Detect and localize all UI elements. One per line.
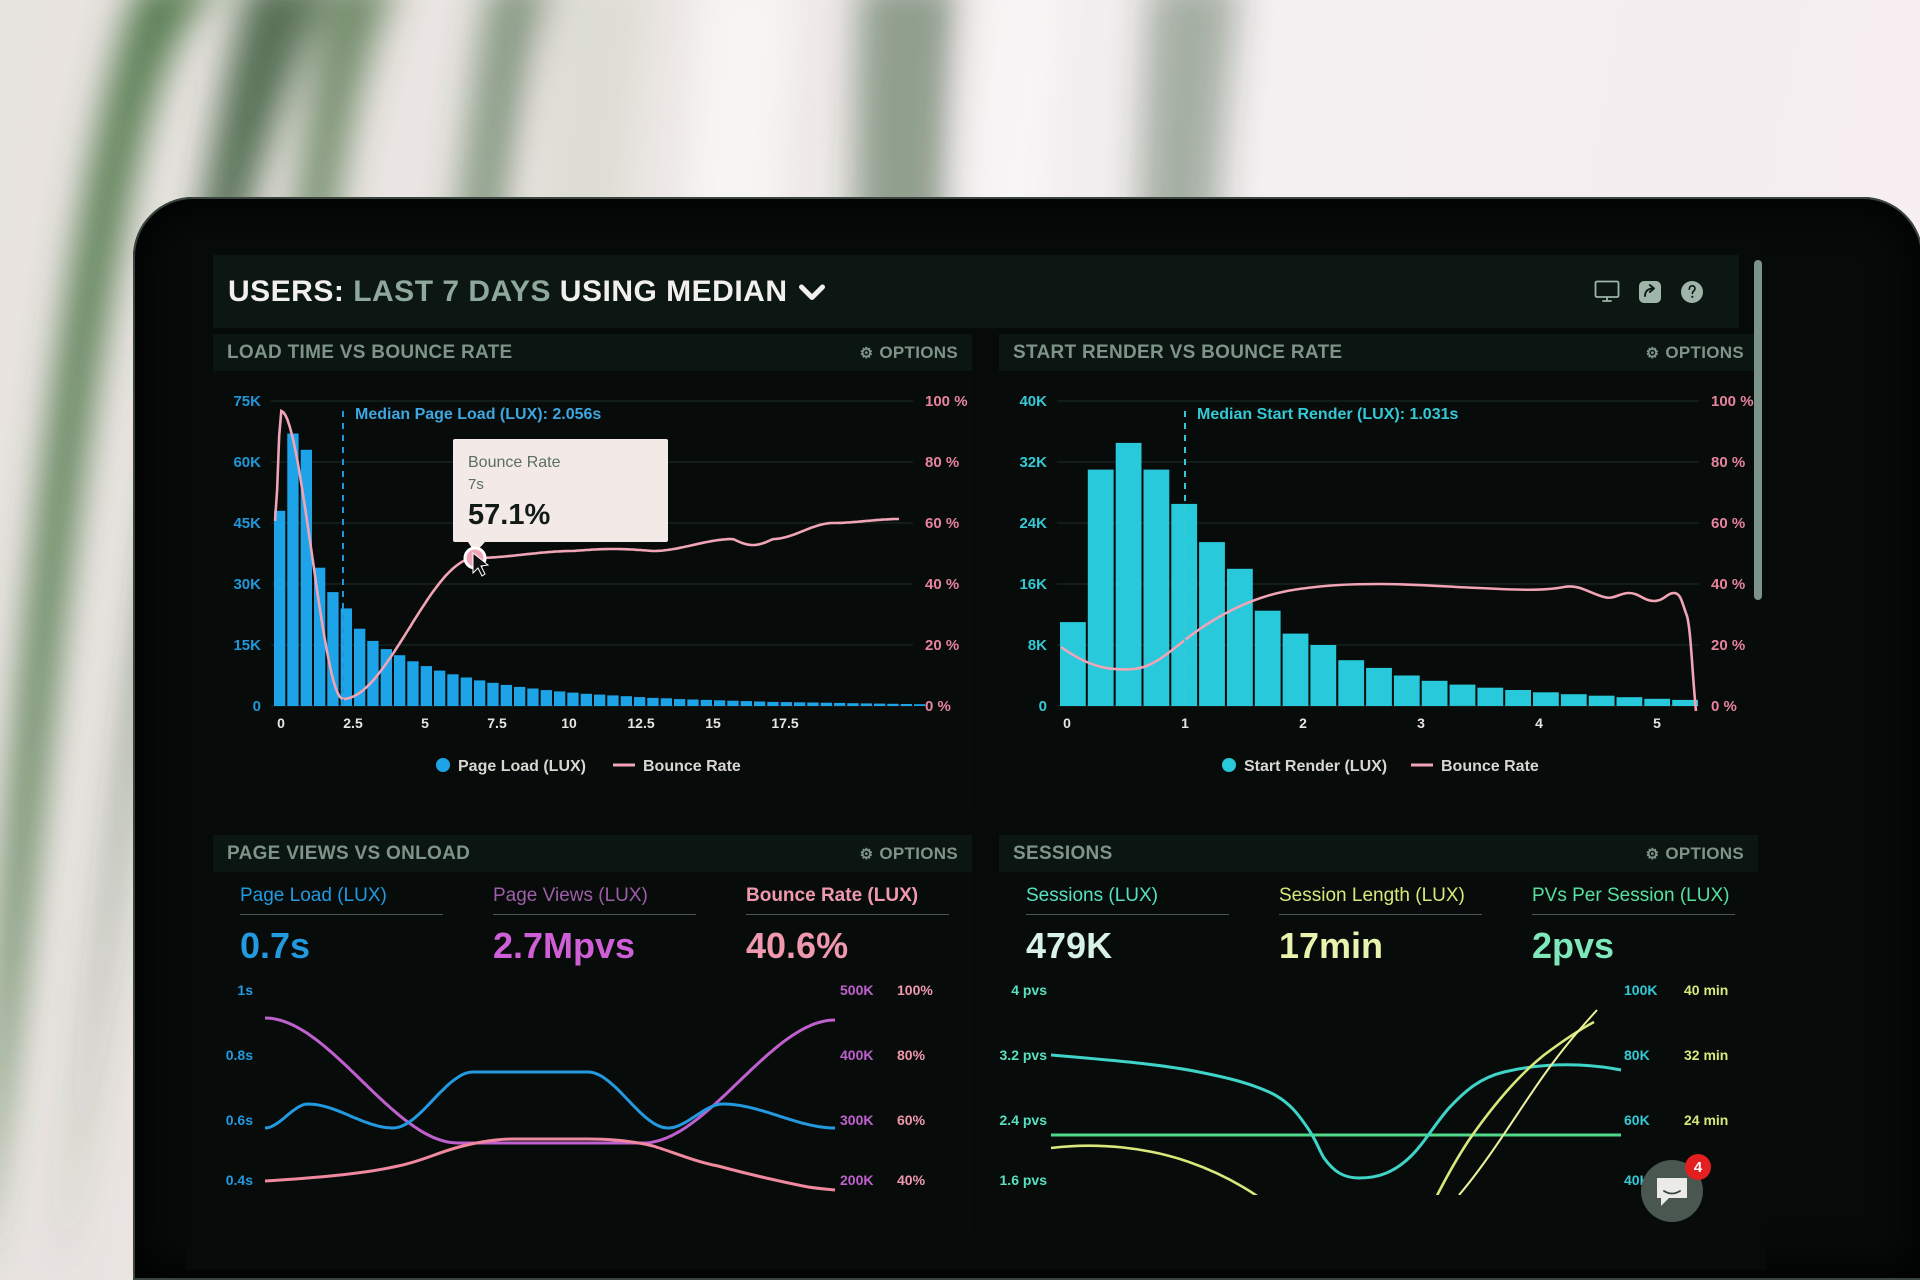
svg-text:20 %: 20 % <box>1711 637 1745 654</box>
svg-text:1: 1 <box>1181 715 1189 731</box>
svg-text:30K: 30K <box>233 576 261 593</box>
svg-text:60K: 60K <box>233 454 261 471</box>
svg-text:60%: 60% <box>897 1112 926 1128</box>
svg-text:80 %: 80 % <box>1711 454 1745 471</box>
svg-text:12.5: 12.5 <box>627 715 654 731</box>
svg-text:0 %: 0 % <box>925 698 951 715</box>
svg-text:24 min: 24 min <box>1684 1112 1728 1128</box>
svg-text:40 %: 40 % <box>1711 576 1745 593</box>
svg-text:100 %: 100 % <box>1711 393 1754 410</box>
svg-text:10: 10 <box>561 715 577 731</box>
svg-text:0.6s: 0.6s <box>226 1112 253 1128</box>
svg-text:100%: 100% <box>897 982 933 998</box>
svg-text:5: 5 <box>1653 715 1661 731</box>
svg-text:2.4 pvs: 2.4 pvs <box>1000 1112 1048 1128</box>
svg-text:8K: 8K <box>1028 637 1047 654</box>
svg-text:20 %: 20 % <box>925 637 959 654</box>
svg-text:80 %: 80 % <box>925 454 959 471</box>
svg-text:7.5: 7.5 <box>487 715 507 731</box>
svg-text:32K: 32K <box>1019 454 1047 471</box>
svg-text:200K: 200K <box>840 1172 873 1188</box>
svg-text:24K: 24K <box>1019 515 1047 532</box>
svg-text:0: 0 <box>253 698 261 715</box>
svg-text:Start Render (LUX): Start Render (LUX) <box>1244 758 1387 775</box>
svg-text:40 %: 40 % <box>925 576 959 593</box>
svg-text:3: 3 <box>1417 715 1425 731</box>
svg-text:0 %: 0 % <box>1711 698 1737 715</box>
svg-text:400K: 400K <box>840 1047 873 1063</box>
svg-text:5: 5 <box>421 715 429 731</box>
svg-text:45K: 45K <box>233 515 261 532</box>
svg-text:500K: 500K <box>840 982 873 998</box>
svg-text:40%: 40% <box>897 1172 926 1188</box>
svg-text:1.6 pvs: 1.6 pvs <box>1000 1172 1048 1188</box>
svg-text:0: 0 <box>1039 698 1047 715</box>
svg-text:40K: 40K <box>1019 393 1047 410</box>
svg-text:15: 15 <box>705 715 721 731</box>
svg-text:0.8s: 0.8s <box>226 1047 253 1063</box>
svg-text:4: 4 <box>1535 715 1543 731</box>
svg-text:0.4s: 0.4s <box>226 1172 253 1188</box>
svg-text:4 pvs: 4 pvs <box>1011 982 1047 998</box>
svg-text:300K: 300K <box>840 1112 873 1128</box>
svg-text:100K: 100K <box>1624 982 1657 998</box>
svg-text:100 %: 100 % <box>925 393 968 410</box>
svg-text:80%: 80% <box>897 1047 926 1063</box>
svg-text:1s: 1s <box>237 982 253 998</box>
svg-text:3.2 pvs: 3.2 pvs <box>1000 1047 1048 1063</box>
svg-text:Bounce Rate: Bounce Rate <box>468 454 561 471</box>
svg-text:7s: 7s <box>468 476 484 493</box>
svg-text:2.5: 2.5 <box>343 715 363 731</box>
svg-text:16K: 16K <box>1019 576 1047 593</box>
svg-text:0: 0 <box>277 715 285 731</box>
svg-text:17.5: 17.5 <box>771 715 798 731</box>
svg-text:2: 2 <box>1299 715 1307 731</box>
svg-text:32 min: 32 min <box>1684 1047 1728 1063</box>
svg-text:57.1%: 57.1% <box>468 499 550 531</box>
svg-text:15K: 15K <box>233 637 261 654</box>
svg-text:80K: 80K <box>1624 1047 1650 1063</box>
svg-text:60K: 60K <box>1624 1112 1650 1128</box>
svg-text:Bounce Rate: Bounce Rate <box>643 758 741 775</box>
svg-text:Median Page Load (LUX): 2.056s: Median Page Load (LUX): 2.056s <box>355 406 601 423</box>
svg-text:Page Load (LUX): Page Load (LUX) <box>458 758 586 775</box>
svg-text:0: 0 <box>1063 715 1071 731</box>
svg-text:75K: 75K <box>233 393 261 410</box>
svg-text:Median Start Render (LUX): 1.0: Median Start Render (LUX): 1.031s <box>1197 406 1459 423</box>
svg-text:60 %: 60 % <box>925 515 959 532</box>
svg-text:60 %: 60 % <box>1711 515 1745 532</box>
svg-text:40 min: 40 min <box>1684 982 1728 998</box>
svg-text:Bounce Rate: Bounce Rate <box>1441 758 1539 775</box>
